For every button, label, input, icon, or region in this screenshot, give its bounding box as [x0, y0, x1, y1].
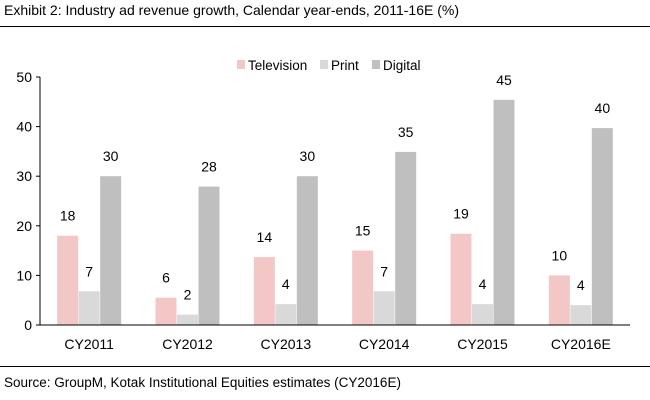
y-tick-label: 20 — [16, 218, 32, 234]
data-label: 7 — [380, 263, 388, 279]
x-tick-label: CY2014 — [359, 336, 410, 352]
y-axis: 0 10 20 30 40 50 — [16, 69, 41, 333]
data-label: 35 — [398, 124, 414, 140]
source-note: Source: GroupM, Kotak Institutional Equi… — [4, 375, 401, 390]
data-label: 28 — [201, 159, 217, 175]
bar-print-cy2013 — [275, 304, 297, 325]
y-tick-label: 0 — [24, 317, 32, 333]
bars — [57, 99, 613, 325]
y-tick-label: 10 — [16, 267, 32, 283]
x-tick-label: CY2016E — [551, 336, 611, 352]
legend-swatch-print — [320, 60, 328, 69]
y-tick-label: 30 — [16, 168, 32, 184]
data-label: 40 — [595, 100, 611, 116]
bar-print-cy2015 — [472, 304, 493, 325]
data-label: 7 — [85, 263, 93, 279]
data-label: 19 — [453, 206, 469, 222]
bar-print-cy2016e — [570, 305, 592, 325]
y-tick-label: 50 — [16, 69, 32, 85]
bar-television-cy2013 — [253, 257, 275, 325]
bar-print-cy2012 — [177, 314, 198, 325]
data-label: 18 — [60, 208, 76, 224]
data-label: 4 — [577, 277, 585, 293]
data-label: 4 — [479, 276, 487, 292]
legend-label-digital: Digital — [383, 58, 421, 73]
bar-television-cy2012 — [155, 297, 177, 325]
data-label: 14 — [257, 229, 273, 245]
x-tick-label: CY2013 — [261, 336, 312, 352]
footer-divider — [0, 366, 650, 367]
bar-television-cy2016e — [548, 275, 570, 325]
data-label: 30 — [103, 148, 119, 164]
data-label: 10 — [552, 247, 568, 263]
data-label: 4 — [282, 276, 290, 292]
data-label: 6 — [162, 270, 170, 286]
bar-chart: Television Print Digital 0 10 20 30 40 50 18 7 30… — [16, 58, 630, 352]
data-label: 15 — [355, 223, 371, 239]
bar-print-cy2011 — [78, 291, 100, 325]
data-label: 45 — [496, 72, 512, 88]
bar-television-cy2011 — [57, 235, 79, 325]
bar-digital-cy2011 — [100, 176, 122, 325]
bar-digital-cy2013 — [296, 176, 318, 325]
x-tick-label: CY2015 — [457, 336, 508, 352]
x-axis: CY2011 CY2012 CY2013 CY2014 CY2015 CY2016E — [40, 324, 630, 352]
y-tick-label: 40 — [16, 119, 32, 135]
bar-digital-cy2016e — [591, 128, 613, 325]
x-tick-label: CY2012 — [162, 336, 213, 352]
bar-television-cy2014 — [352, 250, 374, 325]
title-divider — [0, 26, 650, 27]
data-labels: 18 7 30 62 28 14 4 30 15 7 35 19 4 45 10 4 40 — [60, 72, 610, 303]
legend-label-television: Television — [248, 58, 307, 73]
bar-digital-cy2015 — [493, 99, 515, 325]
chart-legend: Television Print Digital — [237, 58, 421, 73]
bar-print-cy2014 — [373, 291, 395, 325]
x-tick-label: CY2011 — [64, 336, 114, 352]
bar-digital-cy2014 — [395, 151, 417, 325]
legend-swatch-television — [237, 60, 245, 69]
bar-television-cy2015 — [450, 233, 472, 325]
data-label: 30 — [300, 148, 316, 164]
legend-label-print: Print — [331, 58, 359, 73]
bar-digital-cy2012 — [198, 186, 220, 325]
chart-title: Exhibit 2: Industry ad revenue growth, C… — [4, 2, 459, 18]
legend-swatch-digital — [372, 60, 380, 69]
data-label: 2 — [184, 287, 192, 303]
